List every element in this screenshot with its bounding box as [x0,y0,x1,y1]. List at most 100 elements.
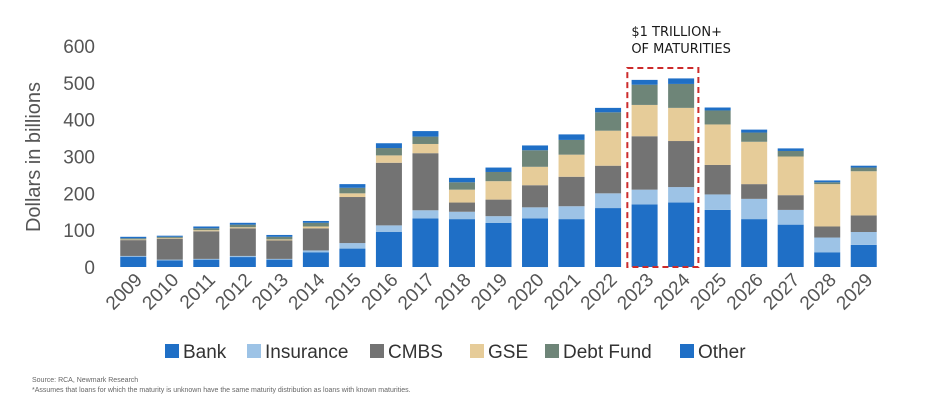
bar-cmbs-2015 [339,197,366,244]
annotation-text: $1 TRILLION+ [631,25,722,40]
source-note: Source: RCA, Newmark Research [32,377,139,384]
legend-swatch-bank [165,344,179,358]
legend-swatch-gse [470,344,484,358]
bar-bank-2022 [595,208,622,267]
bar-debt-fund-2018 [448,182,475,190]
bar-bank-2019 [485,222,512,267]
bar-cmbs-2013 [266,240,293,259]
bar-cmbs-2028 [814,226,841,238]
bar-other-2022 [595,107,622,113]
bar-other-2018 [448,177,475,183]
bar-debt-fund-2022 [595,112,622,131]
bar-insurance-2018 [448,211,475,220]
bar-gse-2020 [522,166,549,186]
bar-other-2019 [485,167,512,172]
x-tick-label: 2021 [540,270,585,315]
bar-debt-fund-2029 [850,167,877,172]
legend-label-debt-fund: Debt Fund [563,342,652,363]
legend-label-bank: Bank [183,342,227,363]
y-tick-label: 500 [63,74,95,95]
bar-bank-2027 [777,224,804,267]
bar-gse-2023 [631,104,658,137]
x-tick-label: 2020 [504,270,549,315]
bar-gse-2010 [156,237,183,239]
x-tick-label: 2023 [613,270,658,315]
legend-label-insurance: Insurance [265,342,348,363]
bar-insurance-2013 [266,258,293,260]
bar-debt-fund-2027 [777,150,804,157]
bar-insurance-2022 [595,193,622,209]
bar-other-2011 [193,226,220,229]
bar-cmbs-2029 [850,215,877,233]
bar-other-2012 [229,222,256,225]
bar-debt-fund-2020 [522,150,549,167]
bar-bank-2013 [266,259,293,267]
y-tick-label: 200 [63,184,95,205]
bar-debt-fund-2024 [668,83,695,108]
bar-other-2027 [777,148,804,151]
bar-bank-2017 [412,218,439,267]
x-tick-label: 2014 [285,269,330,314]
annotation-text: OF MATURITIES [631,42,731,57]
bar-insurance-2011 [193,258,220,260]
bar-cmbs-2023 [631,136,658,190]
x-tick-label: 2029 [833,270,878,315]
bar-debt-fund-2025 [704,110,731,125]
bar-bank-2011 [193,259,220,267]
bar-gse-2021 [558,154,585,177]
bar-gse-2019 [485,181,512,200]
bar-debt-fund-2009 [120,238,147,240]
bar-gse-2015 [339,193,366,198]
bar-debt-fund-2012 [229,224,256,228]
bar-debt-fund-2026 [741,132,768,142]
bar-gse-2027 [777,156,804,196]
bar-debt-fund-2023 [631,84,658,105]
legend-label-cmbs: CMBS [388,342,443,363]
bar-debt-fund-2014 [302,222,329,227]
bar-insurance-2009 [120,255,147,257]
bar-gse-2017 [412,143,439,154]
bar-other-2017 [412,131,439,137]
bar-debt-fund-2028 [814,182,841,185]
bar-insurance-2012 [229,255,256,258]
bar-cmbs-2026 [741,184,768,199]
legend-swatch-debt-fund [545,344,559,358]
bar-cmbs-2012 [229,228,256,256]
bar-debt-fund-2013 [266,236,293,240]
bar-other-2014 [302,220,329,223]
bar-bank-2016 [375,232,402,267]
bar-cmbs-2017 [412,153,439,211]
bar-other-2023 [631,79,658,85]
bar-insurance-2016 [375,225,402,233]
bar-cmbs-2010 [156,238,183,260]
bar-cmbs-2022 [595,165,622,194]
x-tick-label: 2018 [431,270,476,315]
bar-cmbs-2025 [704,164,731,195]
bar-gse-2011 [193,230,220,232]
bar-other-2029 [850,165,877,168]
bar-other-2026 [741,129,768,133]
bar-other-2024 [668,78,695,84]
bar-debt-fund-2016 [375,148,402,156]
bar-insurance-2015 [339,243,366,249]
x-tick-label: 2028 [796,270,841,315]
y-tick-label: 400 [63,111,95,132]
bar-cmbs-2020 [522,185,549,208]
bar-debt-fund-2021 [558,139,585,155]
y-tick-label: 100 [63,221,95,242]
bar-bank-2021 [558,219,585,267]
bar-other-2010 [156,235,183,237]
bar-gse-2016 [375,155,402,163]
bar-other-2025 [704,107,731,111]
bar-bank-2015 [339,248,366,267]
bar-gse-2013 [266,239,293,241]
legend-swatch-cmbs [370,344,384,358]
bar-other-2013 [266,234,293,237]
bar-other-2016 [375,143,402,149]
bar-bank-2026 [741,219,768,267]
bar-bank-2020 [522,218,549,267]
bar-debt-fund-2010 [156,236,183,238]
bar-cmbs-2014 [302,228,329,251]
x-tick-label: 2012 [212,270,257,315]
x-tick-label: 2015 [321,270,366,315]
